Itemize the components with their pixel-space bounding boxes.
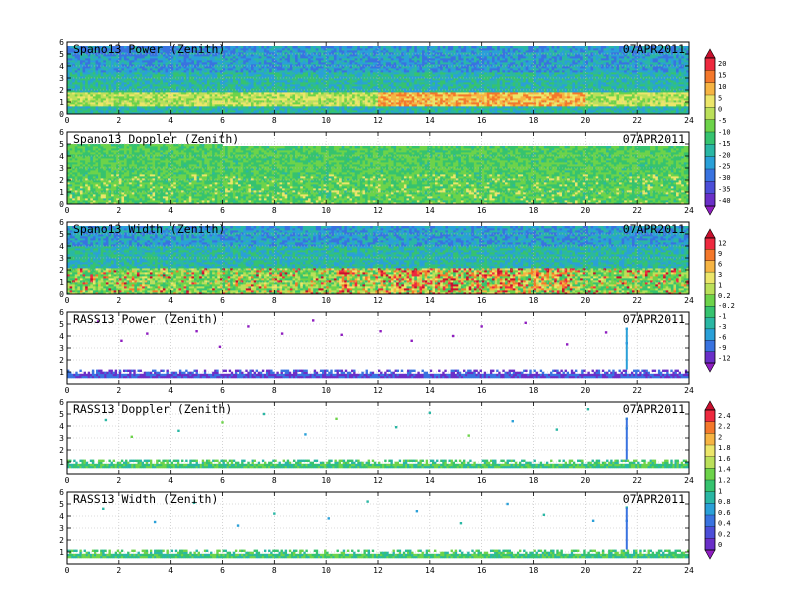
heatmap-cell	[329, 46, 332, 48]
heatmap-cell	[256, 46, 259, 48]
heatmap-cell	[300, 46, 303, 48]
heatmap-cell	[381, 46, 384, 48]
heatmap-cell	[373, 46, 376, 48]
heatmap-cell	[396, 46, 399, 48]
heatmap-cell	[248, 46, 251, 48]
heatmap-cell	[409, 46, 412, 48]
heatmap-cell	[316, 46, 319, 48]
heatmap-cell	[331, 46, 334, 48]
heatmap-cell	[318, 46, 321, 48]
heatmap-cell	[311, 46, 314, 48]
heatmap-cell	[243, 46, 246, 48]
heatmap-cell	[228, 46, 231, 48]
heatmap-cell	[349, 46, 352, 48]
heatmap-cell	[290, 46, 293, 48]
heatmap-cell	[264, 46, 267, 48]
heatmap-cell	[401, 46, 404, 48]
heatmap-cell	[280, 46, 283, 48]
heatmap-cell	[378, 46, 381, 48]
heatmap-cell	[303, 46, 306, 48]
heatmap-cell	[295, 46, 298, 48]
heatmap-cell	[282, 46, 285, 48]
heatmap-cell	[287, 46, 290, 48]
heatmap-cell	[321, 46, 324, 48]
heatmap-cell	[399, 46, 402, 48]
heatmap-cell	[313, 46, 316, 48]
heatmap-cell	[388, 46, 391, 48]
heatmap-cell	[383, 46, 386, 48]
heatmap-cell	[368, 46, 371, 48]
heatmap-cell	[274, 46, 277, 48]
heatmap-cell	[230, 46, 233, 48]
heatmap-cell	[269, 46, 272, 48]
heatmap-cell	[360, 46, 363, 48]
heatmap-cell	[352, 46, 355, 48]
heatmap-cell	[235, 46, 238, 48]
heatmap-cell	[298, 46, 301, 48]
heatmap-cell	[277, 46, 280, 48]
heatmap-cell	[326, 46, 329, 48]
heatmap-cell	[370, 46, 373, 48]
heatmap-cell	[259, 46, 262, 48]
heatmap-cell	[344, 46, 347, 48]
heatmap-cell	[394, 46, 397, 48]
heatmap-cell	[292, 46, 295, 48]
heatmap-cell	[362, 46, 365, 48]
heatmap-cell	[233, 46, 236, 48]
heatmap-cell	[386, 46, 389, 48]
heatmap-cell	[347, 46, 350, 48]
heatmap-cell	[365, 46, 368, 48]
heatmap-cell	[412, 46, 415, 48]
heatmap-cell	[355, 46, 358, 48]
heatmap-cell	[339, 46, 342, 48]
heatmap-cell	[404, 46, 407, 48]
heatmap-cells	[67, 46, 689, 114]
heatmap-cell	[251, 46, 254, 48]
heatmap-cell	[238, 46, 241, 48]
heatmap-cell	[308, 46, 311, 48]
heatmap-cell	[285, 46, 288, 48]
heatmap-cell	[334, 46, 337, 48]
heatmap-cell	[342, 46, 345, 48]
heatmap-cell	[241, 46, 244, 48]
heatmap-cell	[357, 46, 360, 48]
heatmap-cell	[391, 46, 394, 48]
heatmap-cell	[305, 46, 308, 48]
heatmap-cell	[246, 46, 249, 48]
heatmap-cell	[407, 46, 410, 48]
heatmap-cell	[225, 46, 228, 48]
heatmap-cell	[337, 46, 340, 48]
heatmap-cell	[267, 46, 270, 48]
heatmap-cell	[254, 46, 257, 48]
heatmap-cell	[261, 46, 264, 48]
